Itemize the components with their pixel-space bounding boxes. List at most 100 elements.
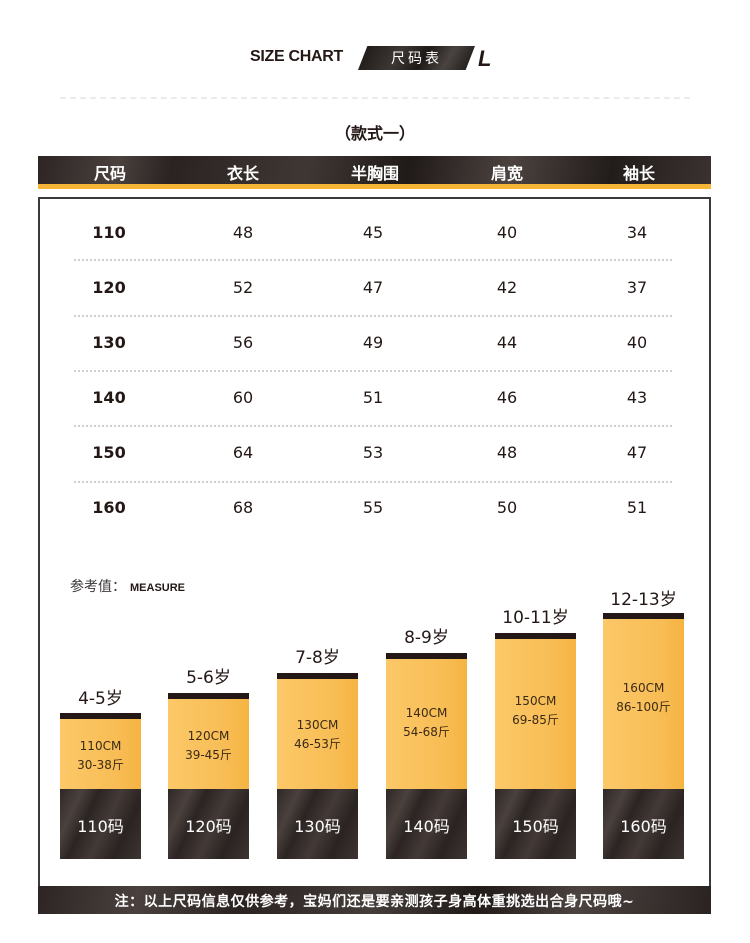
cell-length: 68: [232, 498, 254, 517]
table-header-accent: [38, 184, 711, 189]
bar-size-label: 160码: [620, 817, 667, 836]
cell-sleeve: 34: [626, 223, 648, 242]
bar-weight: 30-38斤: [77, 758, 124, 772]
header-divider: [60, 97, 690, 99]
bar-info: 130CM 46-53斤: [277, 716, 358, 754]
bar-info: 110CM 30-38斤: [60, 737, 141, 775]
bar-weight: 39-45斤: [185, 748, 232, 762]
brand-logo-icon: L: [478, 46, 492, 71]
size-chart-box: [38, 197, 711, 887]
bar-cap: [277, 673, 358, 679]
bar-body: [277, 679, 358, 789]
row-divider: [74, 425, 672, 427]
style-title: （款式一）: [334, 124, 415, 143]
bar-cap: [168, 693, 249, 699]
bar-size-block: 150码: [495, 789, 576, 859]
bar-age: 10-11岁: [502, 608, 569, 628]
bar-body: [495, 639, 576, 789]
column-header-shoulder: 肩宽: [490, 164, 523, 183]
cell-length: 56: [232, 333, 254, 352]
bar-size-block: 130码: [277, 789, 358, 859]
bar-weight: 69-85斤: [512, 713, 559, 727]
bar-cap: [386, 653, 467, 659]
column-header-half-chest: 半胸围: [350, 164, 399, 183]
cell-size: 160: [92, 498, 126, 517]
measure-label-cn: 参考值：: [70, 579, 126, 595]
table-row: 140 60 51 46 43: [0, 388, 750, 412]
bar-age: 7-8岁: [295, 648, 340, 668]
table-row: 160 68 55 50 51: [0, 498, 750, 522]
cell-half-chest: 47: [362, 278, 384, 297]
bar-info: 150CM 69-85斤: [495, 692, 576, 730]
cell-size: 130: [92, 333, 126, 352]
bar-age: 8-9岁: [404, 628, 449, 648]
cell-size: 150: [92, 443, 126, 462]
bar-size-block: 120码: [168, 789, 249, 859]
bar-height: 110CM: [79, 739, 122, 753]
cell-sleeve: 37: [626, 278, 648, 297]
measure-label: 参考值： MEASURE: [70, 576, 185, 596]
row-divider: [74, 259, 672, 261]
bar-info: 140CM 54-68斤: [386, 704, 467, 742]
bar-size-label: 140码: [403, 817, 450, 836]
cell-shoulder: 42: [496, 278, 518, 297]
size-chart-title-en: SIZE CHART: [250, 48, 344, 65]
cell-size: 140: [92, 388, 126, 407]
size-chart-title-badge: 尺码表: [358, 46, 475, 70]
cell-shoulder: 40: [496, 223, 518, 242]
bar-age: 12-13岁: [610, 590, 677, 610]
footer-note-bar: 注：以上尺码信息仅供参考，宝妈们还是要亲测孩子身高体重挑选出合身尺码哦~: [38, 886, 711, 914]
bar-size-block: 160码: [603, 789, 684, 859]
cell-sleeve: 43: [626, 388, 648, 407]
measure-label-en: MEASURE: [130, 582, 186, 594]
column-header-size: 尺码: [93, 164, 126, 183]
bar-cap: [495, 633, 576, 639]
cell-half-chest: 55: [362, 498, 384, 517]
bar-age: 5-6岁: [186, 668, 231, 688]
bar-size-block: 110码: [60, 789, 141, 859]
bar-cap: [603, 613, 684, 619]
bar-age: 4-5岁: [78, 689, 123, 709]
row-divider: [74, 370, 672, 372]
table-row: 150 64 53 48 47: [0, 443, 750, 467]
cell-size: 120: [92, 278, 126, 297]
size-chart-title-cn: 尺码表: [391, 51, 442, 67]
cell-sleeve: 40: [626, 333, 648, 352]
bar-height: 160CM: [622, 681, 665, 695]
cell-half-chest: 53: [362, 443, 384, 462]
table-row: 110 48 45 40 34: [0, 223, 750, 247]
bar-height: 150CM: [514, 694, 557, 708]
bar-height: 130CM: [296, 718, 339, 732]
bar-cap: [60, 713, 141, 719]
bar-size-label: 130码: [294, 817, 341, 836]
cell-shoulder: 50: [496, 498, 518, 517]
bar-height: 120CM: [187, 729, 230, 743]
bar-height: 140CM: [405, 706, 448, 720]
column-header-sleeve: 袖长: [622, 164, 655, 183]
table-row: 130 56 49 44 40: [0, 333, 750, 357]
cell-size: 110: [92, 223, 126, 242]
cell-sleeve: 51: [626, 498, 648, 517]
bar-size-label: 150码: [512, 817, 559, 836]
column-header-length: 衣长: [226, 164, 259, 183]
bar-body: [386, 659, 467, 789]
row-divider: [74, 315, 672, 317]
bar-info: 120CM 39-45斤: [168, 727, 249, 765]
footer-note-text: 注：以上尺码信息仅供参考，宝妈们还是要亲测孩子身高体重挑选出合身尺码哦~: [114, 894, 635, 910]
bar-body: [60, 719, 141, 789]
bar-body: [168, 699, 249, 789]
bar-weight: 54-68斤: [403, 725, 450, 739]
cell-shoulder: 44: [496, 333, 518, 352]
cell-half-chest: 49: [362, 333, 384, 352]
cell-half-chest: 45: [362, 223, 384, 242]
cell-length: 64: [232, 443, 254, 462]
bar-size-label: 120码: [185, 817, 232, 836]
bar-info: 160CM 86-100斤: [603, 679, 684, 717]
cell-shoulder: 48: [496, 443, 518, 462]
cell-shoulder: 46: [496, 388, 518, 407]
bar-body: [603, 619, 684, 789]
cell-sleeve: 47: [626, 443, 648, 462]
row-divider: [74, 481, 672, 483]
bar-weight: 46-53斤: [294, 737, 341, 751]
table-header: 尺码 衣长 半胸围 肩宽 袖长: [38, 156, 711, 184]
